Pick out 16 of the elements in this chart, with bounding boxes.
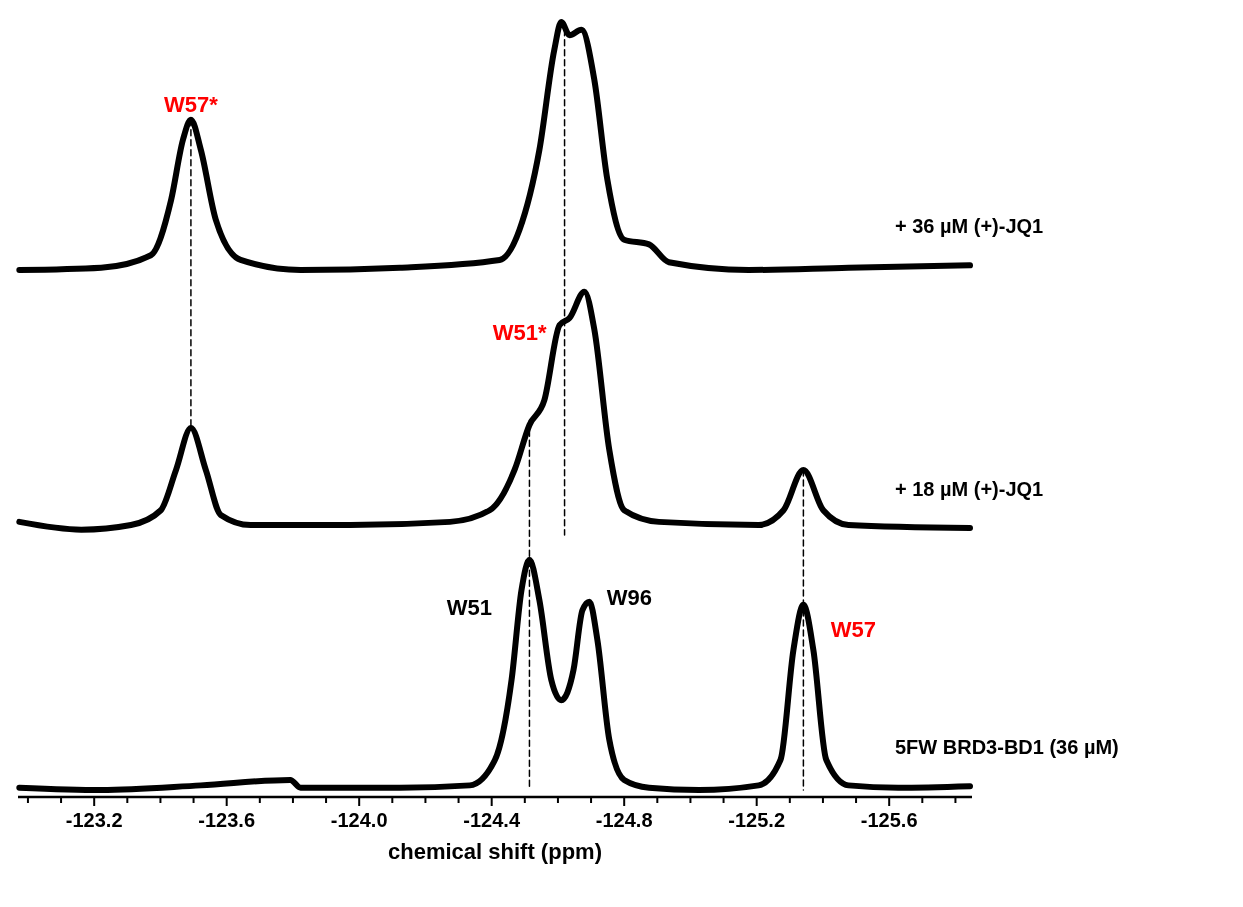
x-tick-label: -124.8 — [595, 809, 653, 831]
annotation: W57* — [164, 91, 219, 117]
x-tick-label: -123.6 — [198, 809, 256, 831]
x-tick-label: -124.0 — [330, 809, 388, 831]
x-tick-label: -124.4 — [463, 809, 521, 831]
x-tick-label: -125.6 — [860, 809, 918, 831]
series-label: 5FW BRD3-BD1 (36 µM) — [895, 736, 1119, 759]
annotation: W51* — [492, 320, 547, 346]
annotation: W51 — [446, 594, 493, 620]
annotation: W57 — [830, 616, 877, 642]
x-tick-label: -125.2 — [728, 809, 786, 831]
x-axis-title: chemical shift (ppm) — [388, 839, 602, 864]
series-label: + 18 µM (+)-JQ1 — [895, 478, 1044, 501]
series-label: + 36 µM (+)-JQ1 — [895, 215, 1044, 238]
annotation: W96 — [606, 584, 653, 610]
x-tick-label: -123.2 — [65, 809, 123, 831]
